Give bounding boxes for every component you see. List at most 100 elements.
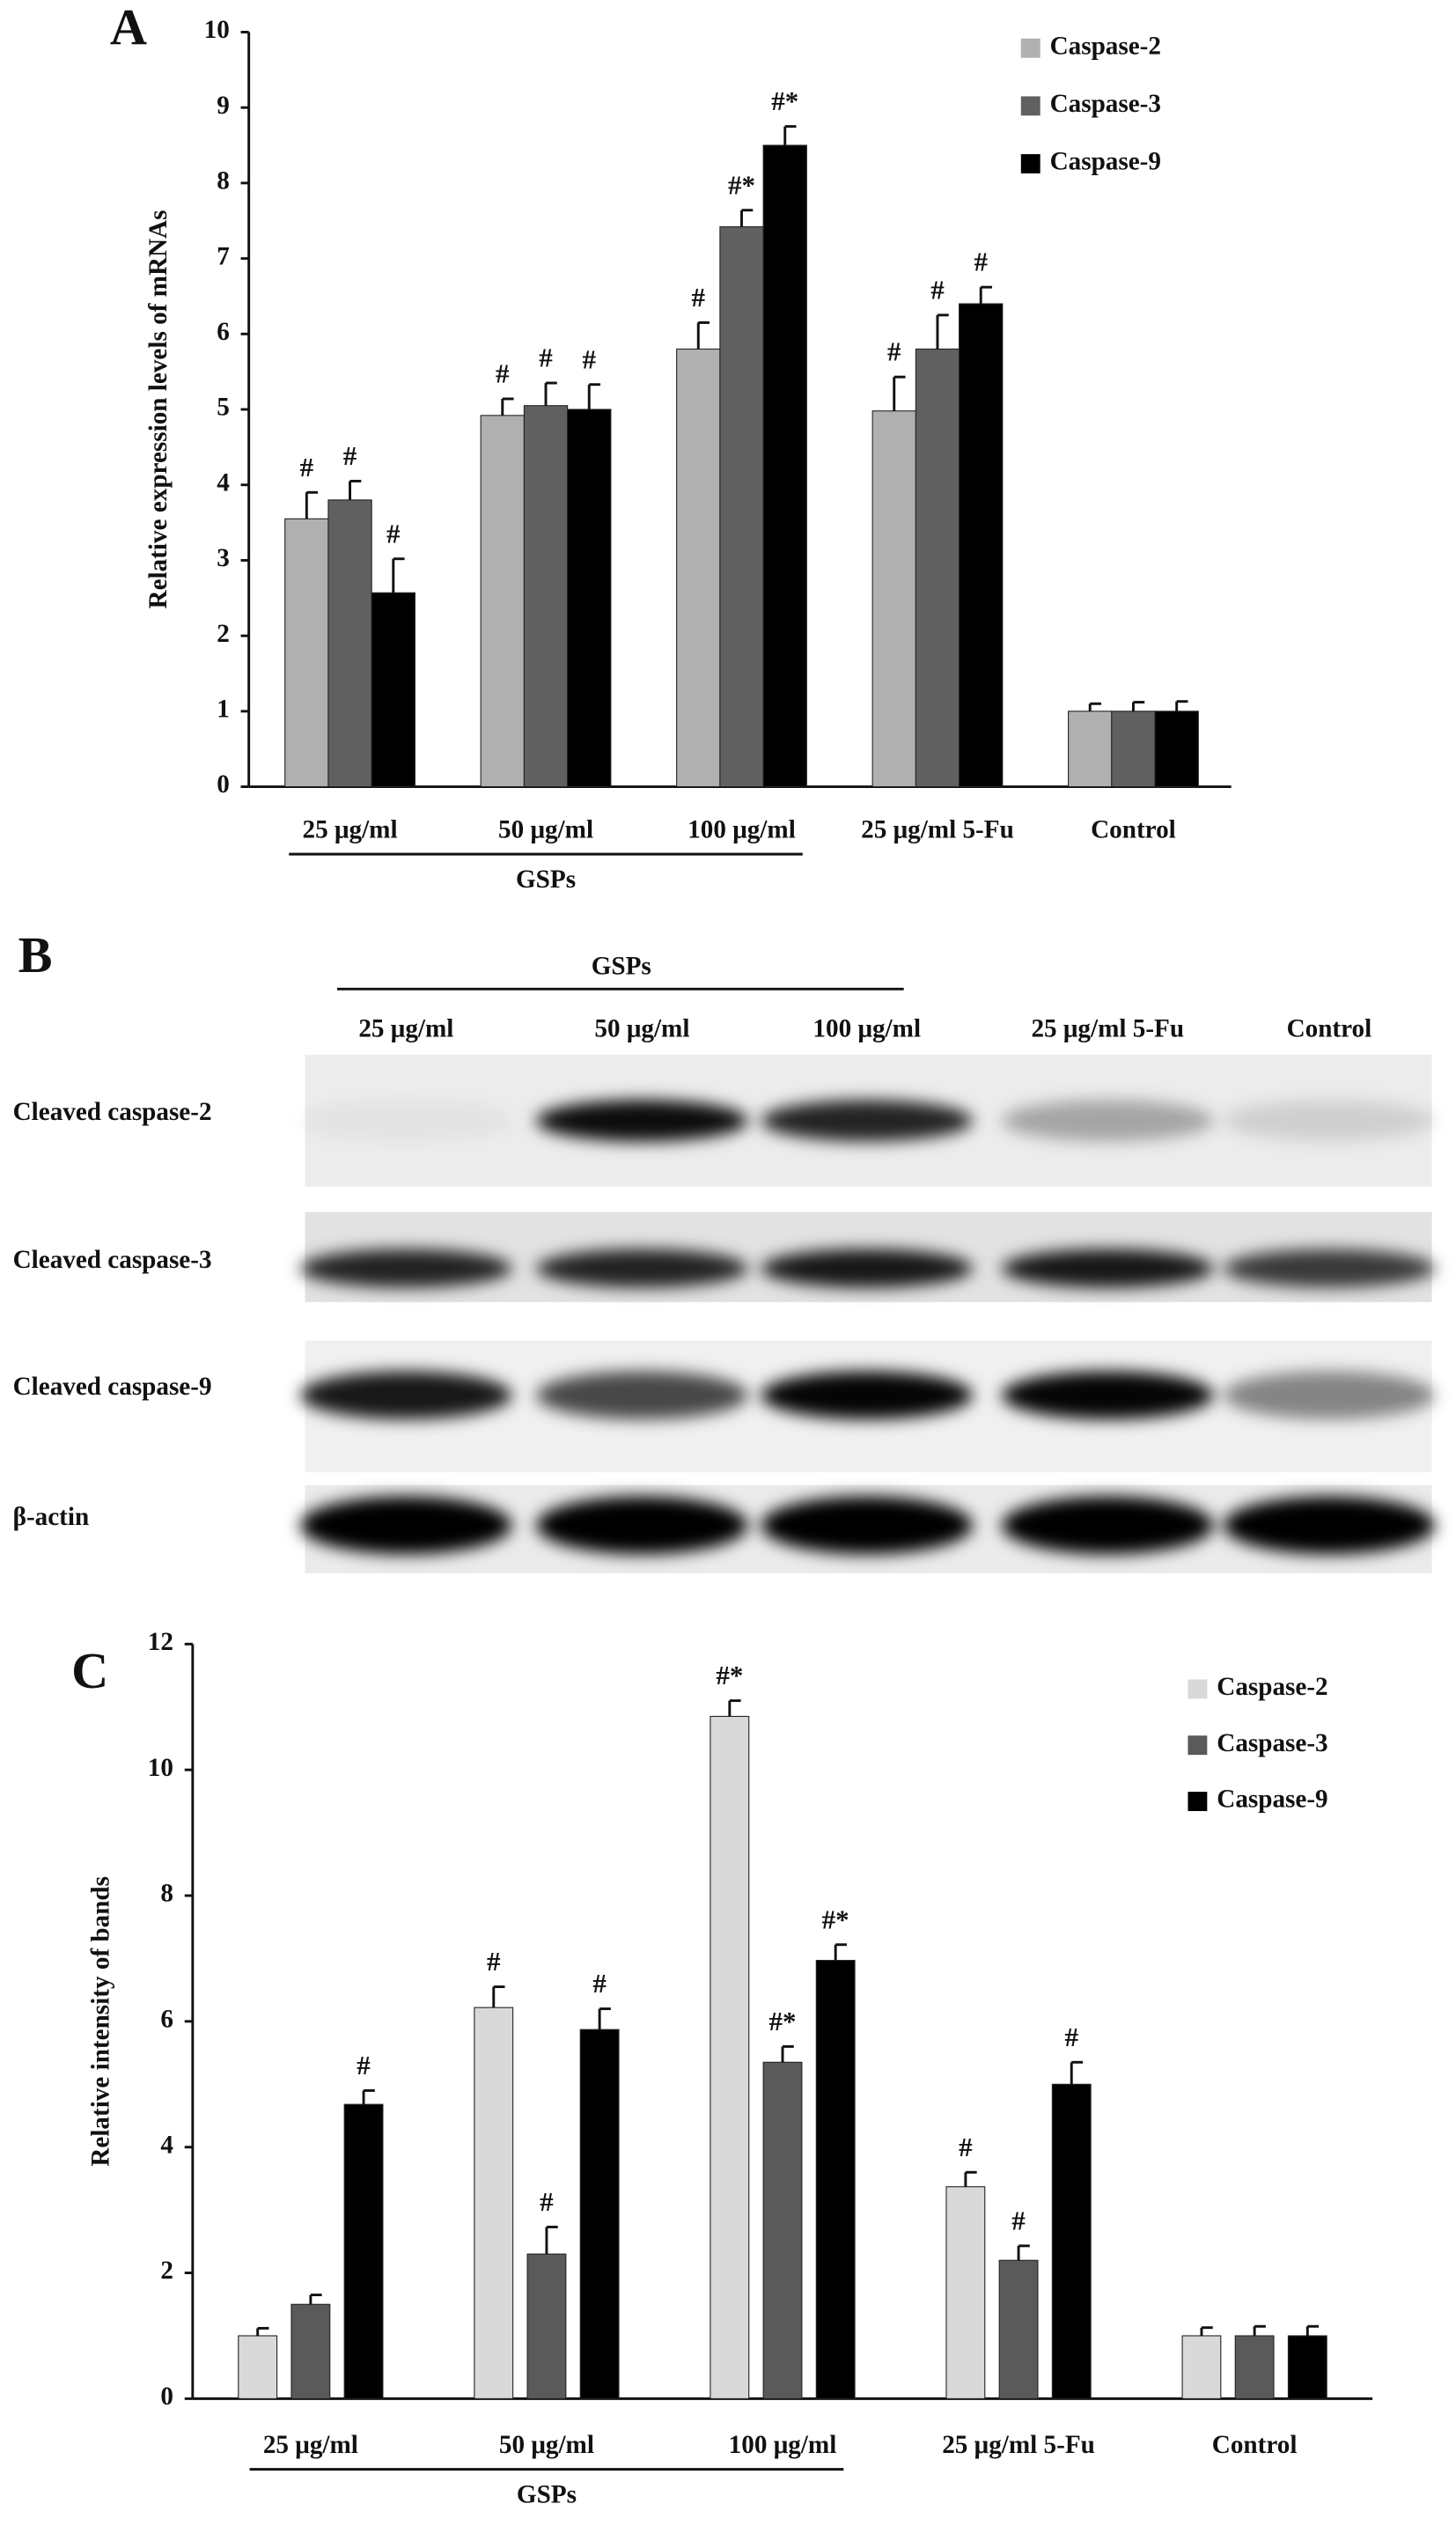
bar <box>1051 2083 1092 2399</box>
band <box>1001 1248 1214 1288</box>
band <box>761 1100 974 1142</box>
error-bar <box>1131 701 1145 711</box>
y-tick-label: 2 <box>217 620 230 648</box>
x-tick-label: 100 μg/ml <box>688 815 796 843</box>
x-tick-label: 50 μg/ml <box>498 815 593 843</box>
y-tick-label: 7 <box>217 242 230 270</box>
band <box>536 1248 748 1288</box>
significance-label: # <box>357 2050 371 2080</box>
error-bar <box>1175 700 1188 711</box>
x-tick-label: Control <box>1091 815 1176 843</box>
error-bar <box>492 1985 505 2008</box>
legend-label: Caspase-9 <box>1050 148 1161 176</box>
x-tick-label: 100 μg/ml <box>729 2431 837 2459</box>
row-label: Cleaved caspase-9 <box>13 1373 212 1401</box>
y-tick-label: 0 <box>217 770 230 799</box>
significance-label: # <box>930 274 945 305</box>
y-tick-label: 9 <box>217 92 230 120</box>
band <box>1223 1496 1436 1555</box>
bar <box>523 405 569 788</box>
legend-swatch <box>1188 1679 1208 1699</box>
band <box>300 1371 512 1420</box>
band <box>761 1248 974 1288</box>
y-tick-label: 1 <box>217 696 230 724</box>
x-tick-label: 25 μg/ml 5-Fu <box>942 2431 1095 2459</box>
legend-swatch <box>1188 1735 1208 1756</box>
lane-label: 25 μg/ml 5-Fu <box>1031 1014 1184 1042</box>
error-bar <box>598 2007 611 2030</box>
significance-label: #* <box>728 169 755 200</box>
bar <box>1181 2335 1222 2399</box>
bar <box>371 592 415 788</box>
error-bar <box>979 285 992 305</box>
legend-swatch <box>1188 1792 1208 1811</box>
bar <box>871 410 916 788</box>
bar <box>1111 711 1156 788</box>
x-tick-label: 25 μg/ml <box>263 2431 358 2459</box>
error-bar <box>1088 702 1101 711</box>
significance-label: #* <box>822 1904 849 1934</box>
error-bar <box>349 479 362 500</box>
significance-label: # <box>583 343 597 374</box>
error-bar <box>305 490 319 519</box>
error-bar <box>392 557 405 593</box>
bar <box>762 2061 803 2399</box>
bar <box>915 348 960 788</box>
band <box>300 1248 512 1288</box>
error-bar <box>1305 2324 1320 2336</box>
y-tick-label: 0 <box>160 2382 173 2411</box>
bar <box>290 2303 331 2399</box>
bar <box>474 2007 514 2399</box>
bar <box>284 518 329 788</box>
y-axis-label: Relative intensity of bands <box>86 1876 114 2167</box>
bar <box>762 144 807 788</box>
significance-label: # <box>692 282 706 313</box>
error-bar <box>587 383 601 410</box>
group-label: GSPs <box>517 2480 577 2508</box>
blot-bands <box>300 1496 1436 1555</box>
bar <box>238 2335 278 2399</box>
error-bar <box>501 397 514 416</box>
group-label: GSPs <box>592 952 651 980</box>
bar <box>579 2029 620 2399</box>
bar <box>526 2253 567 2399</box>
bar <box>719 226 764 788</box>
bar <box>480 415 525 788</box>
panel-label: B <box>18 926 53 983</box>
bar <box>343 2103 384 2399</box>
band <box>761 1496 974 1555</box>
x-tick-label: 25 μg/ml 5-Fu <box>861 815 1014 843</box>
error-bar <box>545 2225 558 2255</box>
error-bar <box>740 209 754 227</box>
band <box>536 1371 748 1420</box>
error-bar <box>936 313 949 350</box>
bar <box>1287 2335 1327 2399</box>
legend-swatch <box>1020 38 1041 58</box>
panel-label: A <box>110 0 147 55</box>
row-label: β-actin <box>13 1503 90 1531</box>
significance-label: # <box>1064 2022 1078 2052</box>
panel-label: C <box>71 1642 108 1699</box>
band <box>1223 1100 1436 1142</box>
significance-label: # <box>959 2132 973 2162</box>
significance-label: # <box>343 440 357 471</box>
x-tick-label: Control <box>1212 2431 1298 2459</box>
x-tick-label: 25 μg/ml <box>303 815 398 843</box>
bar <box>945 2186 986 2399</box>
blot-bands <box>300 1248 1436 1288</box>
legend-label: Caspase-2 <box>1217 1673 1327 1701</box>
band <box>536 1100 748 1142</box>
y-tick-label: 8 <box>160 1880 173 1908</box>
error-bar <box>783 125 797 146</box>
lane-label: 25 μg/ml <box>358 1014 453 1042</box>
blot-bands <box>300 1371 1436 1420</box>
bar <box>710 1715 750 2399</box>
bar <box>815 1960 856 2399</box>
error-bar <box>1253 2324 1266 2336</box>
significance-label: #* <box>771 85 798 116</box>
band <box>761 1371 974 1420</box>
row-label: Cleaved caspase-2 <box>13 1098 212 1126</box>
error-bar <box>1017 2244 1030 2261</box>
row-label: Cleaved caspase-3 <box>13 1246 212 1274</box>
